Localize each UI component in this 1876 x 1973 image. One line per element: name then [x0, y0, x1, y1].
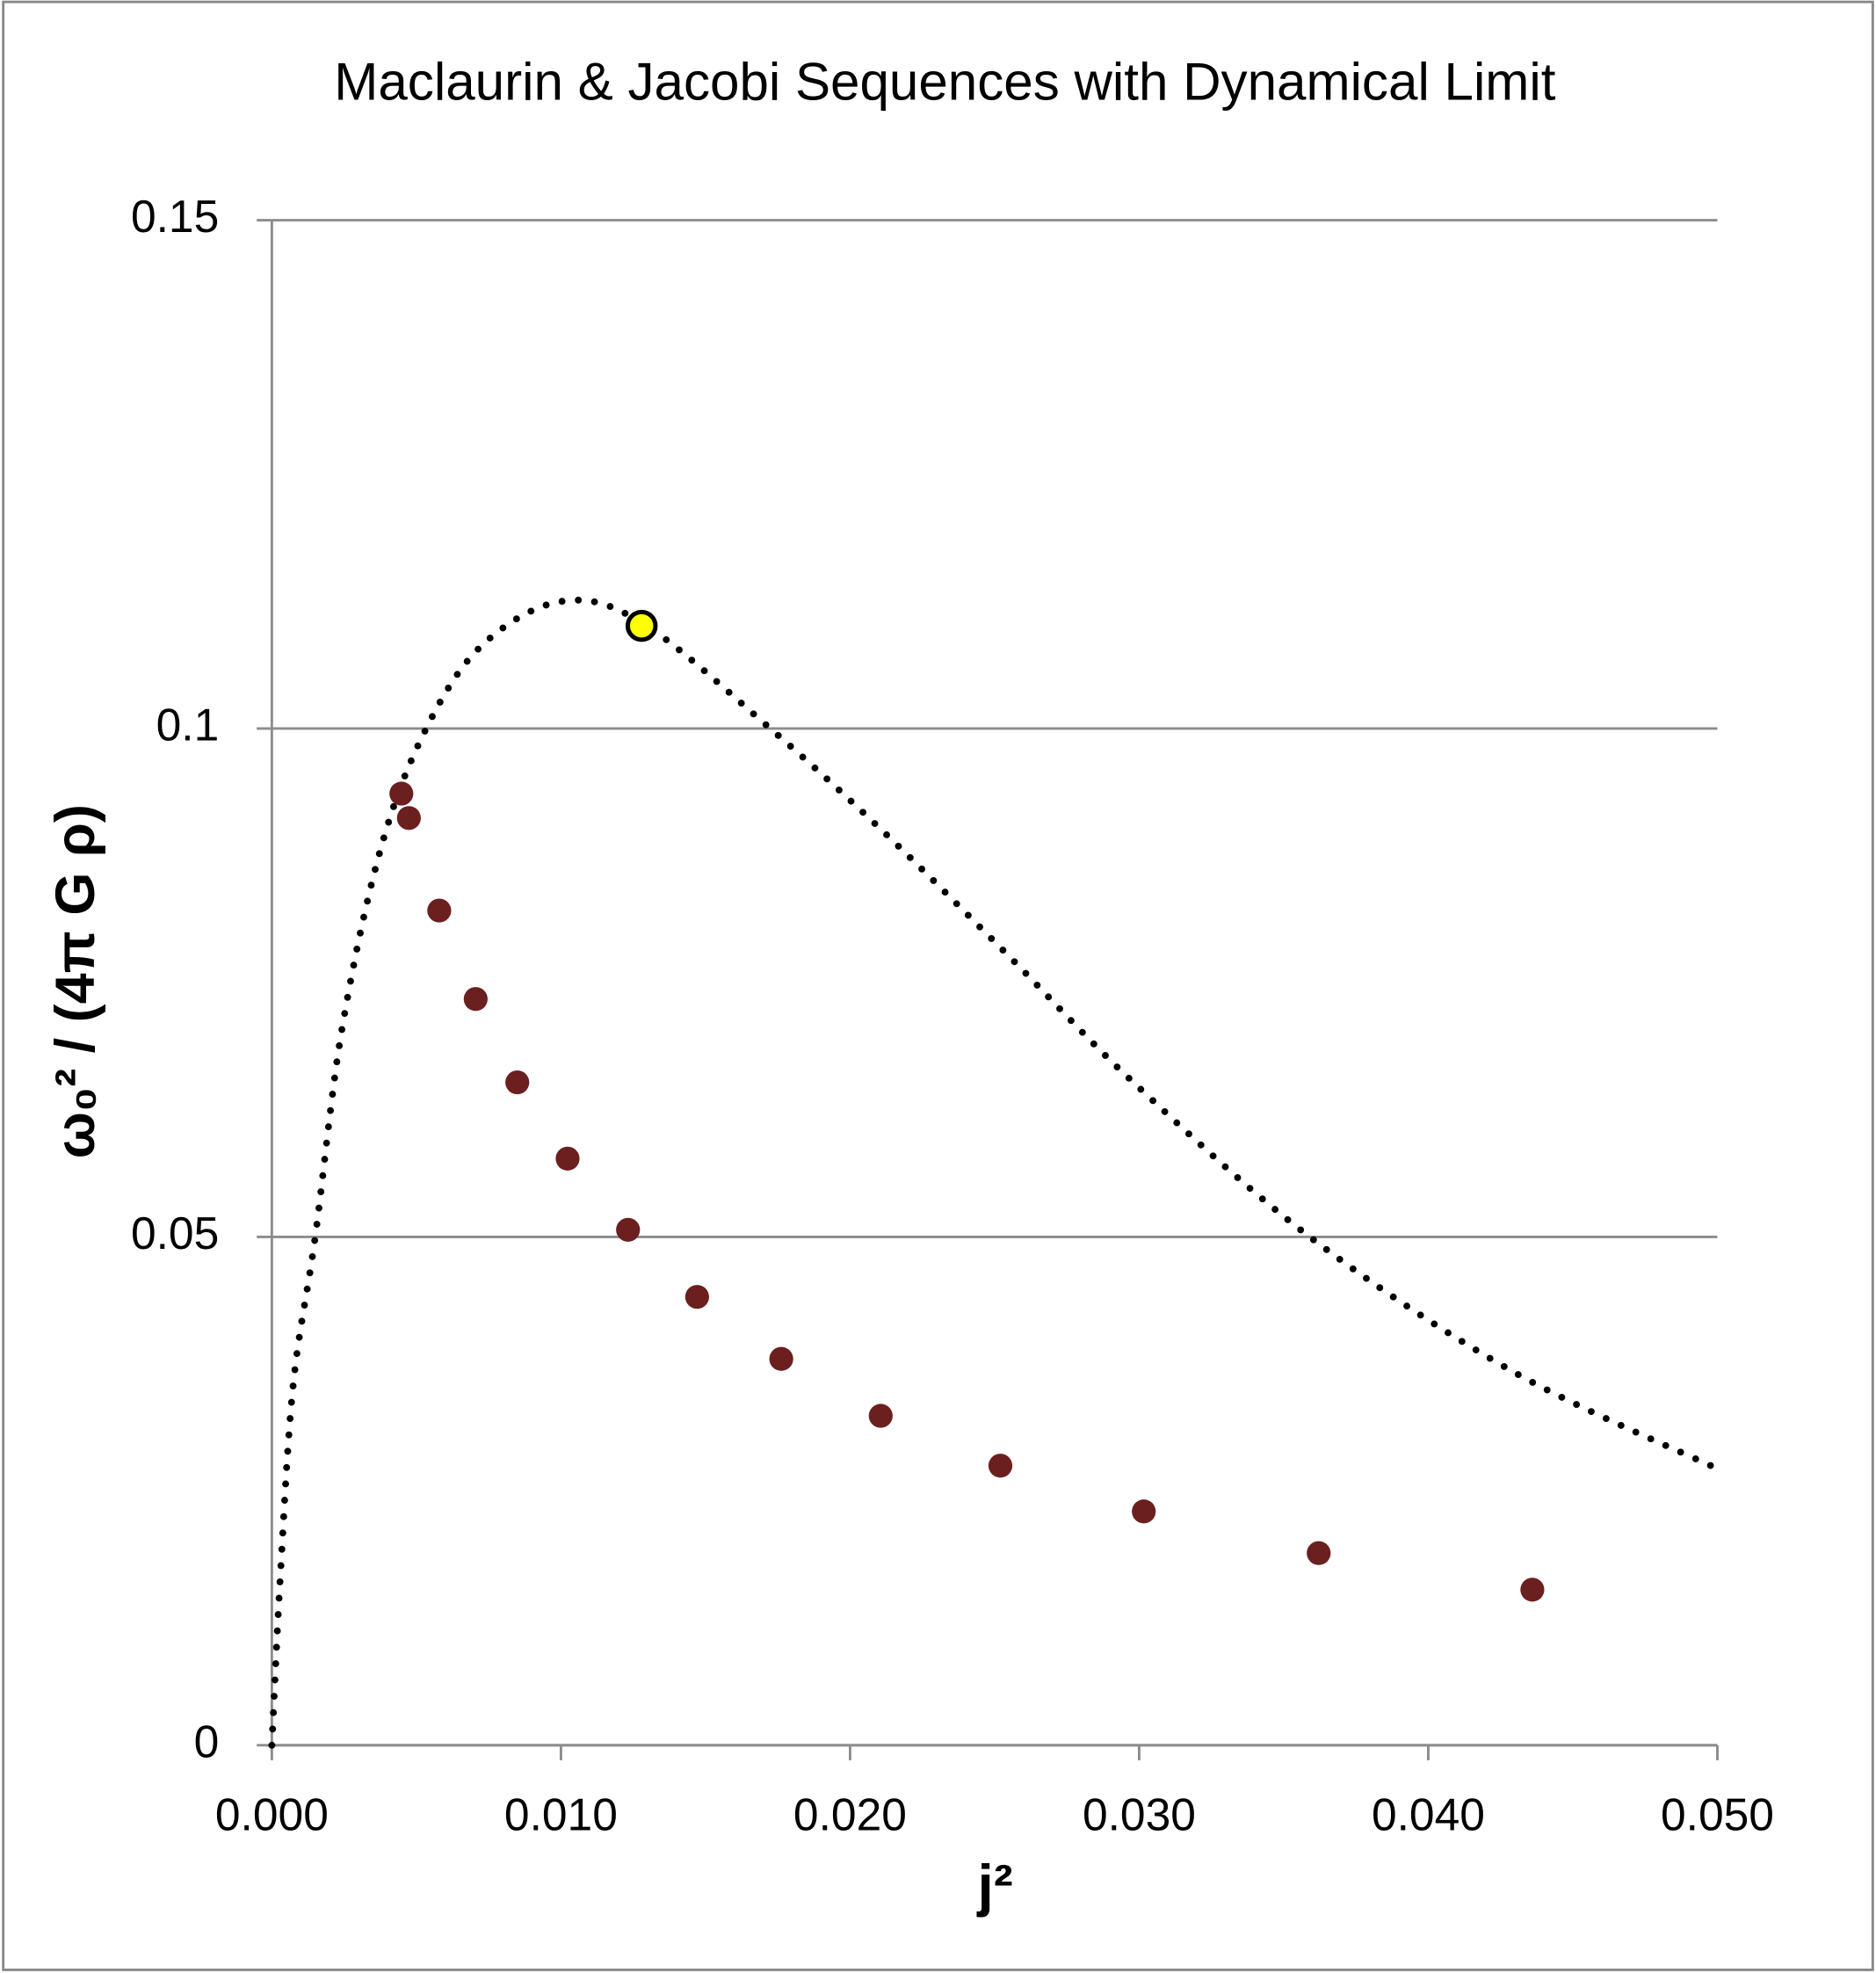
- x-tick-label: 0.050: [1661, 1789, 1774, 1840]
- x-tick-label: 0.030: [1083, 1789, 1196, 1840]
- y-tick-label: 0.1: [156, 700, 220, 751]
- x-tick-label: 0.010: [504, 1789, 618, 1840]
- point: [769, 1346, 793, 1371]
- x-tick-label: 0.000: [215, 1789, 329, 1840]
- point: [463, 987, 488, 1012]
- point: [1520, 1578, 1545, 1602]
- point: [427, 898, 452, 923]
- point: [616, 1217, 641, 1242]
- point: [868, 1404, 893, 1428]
- y-tick-label: 0.15: [131, 191, 219, 242]
- chart-title: Maclaurin & Jacobi Sequences with Dynami…: [334, 52, 1555, 111]
- point: [1307, 1541, 1331, 1565]
- x-axis-label: j²: [976, 1853, 1013, 1918]
- y-tick-label: 0: [194, 1715, 220, 1766]
- y-axis-label: ω₀² / (4π G ρ): [45, 804, 106, 1158]
- y-tick-label: 0.05: [131, 1208, 219, 1259]
- point: [396, 806, 421, 831]
- x-tick-label: 0.040: [1372, 1789, 1485, 1840]
- point: [505, 1070, 530, 1095]
- point: [389, 781, 414, 806]
- point: [684, 1285, 709, 1309]
- point: [988, 1454, 1013, 1478]
- x-tick-label: 0.020: [793, 1789, 907, 1840]
- point: [1132, 1499, 1156, 1524]
- point: [555, 1146, 580, 1171]
- point: [625, 609, 658, 642]
